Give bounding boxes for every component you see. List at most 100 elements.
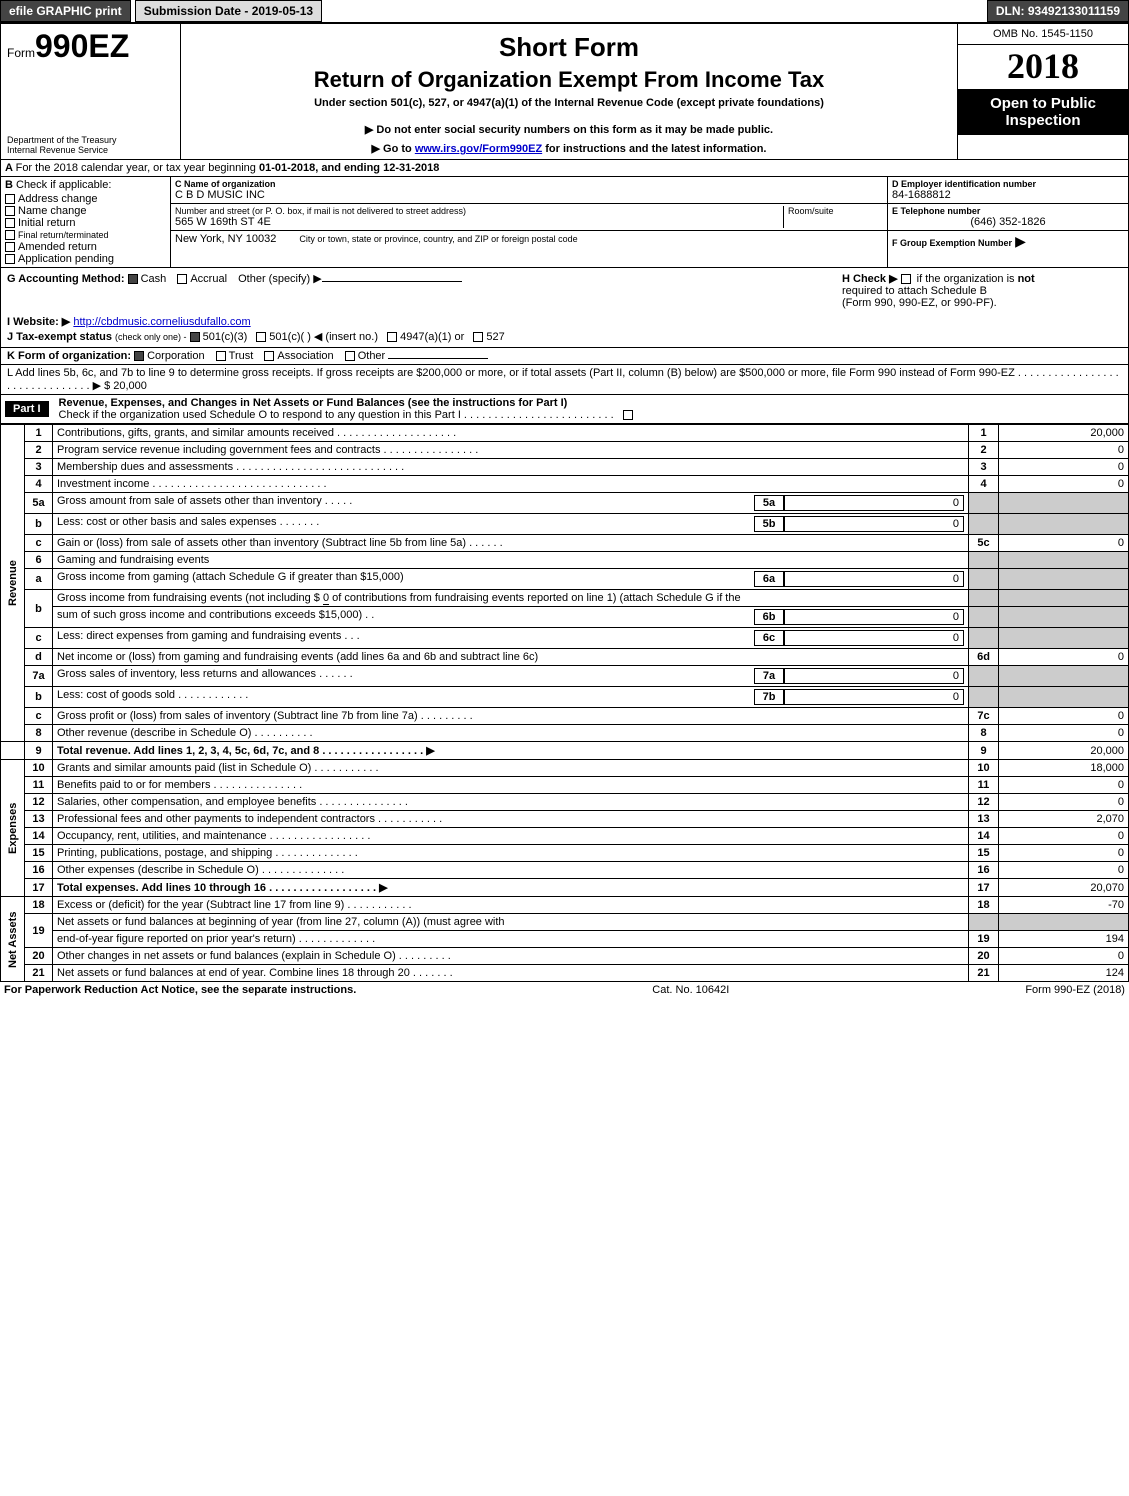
line-1-desc: Contributions, gifts, grants, and simila… <box>53 425 969 442</box>
initial-return-checkbox[interactable] <box>5 218 15 228</box>
j-527-checkbox[interactable] <box>473 332 483 342</box>
line-19-amt-blank <box>999 914 1129 931</box>
website-link[interactable]: http://cbdmusic.corneliusdufallo.com <box>73 316 250 328</box>
line-2-box: 2 <box>969 442 999 459</box>
line-4-num: 4 <box>25 476 53 493</box>
i-label: I Website: ▶ <box>7 316 70 328</box>
lines-table: Revenue 1 Contributions, gifts, grants, … <box>0 424 1129 982</box>
line-8-box: 8 <box>969 725 999 742</box>
line-12-box: 12 <box>969 794 999 811</box>
line-5a-sublabel: 5a <box>754 495 784 511</box>
line-6a-desc: Gross income from gaming (attach Schedul… <box>57 571 404 583</box>
line-7a-cell: Gross sales of inventory, less returns a… <box>53 666 969 687</box>
c-label: C Name of organization <box>175 179 883 189</box>
line-13-num: 13 <box>25 811 53 828</box>
line-13-box: 13 <box>969 811 999 828</box>
line-3-box: 3 <box>969 459 999 476</box>
line-18-amt: -70 <box>999 897 1129 914</box>
line-6b2-box <box>969 607 999 628</box>
amended-return-checkbox[interactable] <box>5 242 15 252</box>
line-5a-box <box>969 493 999 514</box>
line-15-box: 15 <box>969 845 999 862</box>
j-501c3: 501(c)(3) <box>203 331 248 343</box>
submission-date-button[interactable]: Submission Date - 2019-05-13 <box>135 0 322 22</box>
line-5b-subamt: 0 <box>784 516 964 532</box>
e-label: E Telephone number <box>892 206 1124 216</box>
instructions-link[interactable]: www.irs.gov/Form990EZ <box>415 143 542 155</box>
line-7b-amt <box>999 687 1129 708</box>
line-21-box: 21 <box>969 965 999 982</box>
line-8-num: 8 <box>25 725 53 742</box>
accrual-checkbox[interactable] <box>177 274 187 284</box>
k-other: Other <box>358 350 386 362</box>
k-corp: Corporation <box>147 350 204 362</box>
line-7c-amt: 0 <box>999 708 1129 725</box>
k-other-checkbox[interactable] <box>345 351 355 361</box>
line-20-desc: Other changes in net assets or fund bala… <box>53 948 969 965</box>
h-text2: required to attach Schedule B <box>842 285 1122 297</box>
org-name: C B D MUSIC INC <box>175 189 883 201</box>
h-text3: (Form 990, 990-EZ, or 990-PF). <box>842 297 1122 309</box>
line-16-desc: Other expenses (describe in Schedule O) … <box>53 862 969 879</box>
line-6-box <box>969 552 999 569</box>
form-number: 990EZ <box>35 28 129 64</box>
line-5b-sublabel: 5b <box>754 516 784 532</box>
line-5b-cell: Less: cost or other basis and sales expe… <box>53 514 969 535</box>
name-change-checkbox[interactable] <box>5 206 15 216</box>
g-label: G Accounting Method: <box>7 273 125 285</box>
line-3-num: 3 <box>25 459 53 476</box>
line-7a-subamt: 0 <box>784 668 964 684</box>
line-14-desc: Occupancy, rent, utilities, and maintena… <box>53 828 969 845</box>
j-501c3-checkbox[interactable] <box>190 332 200 342</box>
j-501c-checkbox[interactable] <box>256 332 266 342</box>
k-trust-checkbox[interactable] <box>216 351 226 361</box>
subtitle: Under section 501(c), 527, or 4947(a)(1)… <box>187 97 951 109</box>
line-6c-amt <box>999 628 1129 649</box>
line-6a-subamt: 0 <box>784 571 964 587</box>
page-footer: For Paperwork Reduction Act Notice, see … <box>0 982 1129 998</box>
line-6a-cell: Gross income from gaming (attach Schedul… <box>53 569 969 590</box>
line-7b-desc: Less: cost of goods sold . . . . . . . .… <box>57 689 248 701</box>
line-11-box: 11 <box>969 777 999 794</box>
j-4947-checkbox[interactable] <box>387 332 397 342</box>
tax-year-end: 12-31-2018 <box>383 162 439 174</box>
part1-header-row: Part I Revenue, Expenses, and Changes in… <box>0 395 1129 424</box>
efile-print-button[interactable]: efile GRAPHIC print <box>0 0 131 22</box>
line-6a-num: a <box>25 569 53 590</box>
opt-address-change: Address change <box>18 193 98 205</box>
final-return-checkbox[interactable] <box>5 230 15 240</box>
city-label: City or town, state or province, country… <box>299 234 577 244</box>
open-public-line2: Inspection <box>962 112 1124 129</box>
line-6b2-sublabel: 6b <box>754 609 784 625</box>
line-5c-desc: Gain or (loss) from sale of assets other… <box>53 535 969 552</box>
cash-checkbox[interactable] <box>128 274 138 284</box>
f-arrow: ▶ <box>1015 233 1026 249</box>
line-6-desc: Gaming and fundraising events <box>53 552 969 569</box>
line-17-box: 17 <box>969 879 999 897</box>
h-checkbox[interactable] <box>901 274 911 284</box>
k-assoc-checkbox[interactable] <box>264 351 274 361</box>
k-trust: Trust <box>229 350 254 362</box>
opt-name-change: Name change <box>18 205 87 217</box>
line-12-amt: 0 <box>999 794 1129 811</box>
part1-schedule-o-checkbox[interactable] <box>623 410 633 420</box>
line-17-desc: Total expenses. Add lines 10 through 16 … <box>53 879 969 897</box>
line-8-amt: 0 <box>999 725 1129 742</box>
g-accrual: Accrual <box>190 273 227 285</box>
line-5a-amt <box>999 493 1129 514</box>
line-6c-sublabel: 6c <box>754 630 784 646</box>
line-6-num: 6 <box>25 552 53 569</box>
k-label: K Form of organization: <box>7 350 131 362</box>
application-pending-checkbox[interactable] <box>5 254 15 264</box>
address-change-checkbox[interactable] <box>5 194 15 204</box>
ein: 84-1688812 <box>892 189 1124 201</box>
line-19b-box: 19 <box>969 931 999 948</box>
opt-amended-return: Amended return <box>18 241 97 253</box>
room-suite-label: Room/suite <box>788 206 883 216</box>
omb-number: OMB No. 1545-1150 <box>958 24 1128 45</box>
g-cash: Cash <box>141 273 167 285</box>
k-corp-checkbox[interactable] <box>134 351 144 361</box>
line-21-desc: Net assets or fund balances at end of ye… <box>53 965 969 982</box>
open-public-line1: Open to Public <box>962 95 1124 112</box>
line-19b-desc: end-of-year figure reported on prior yea… <box>53 931 969 948</box>
